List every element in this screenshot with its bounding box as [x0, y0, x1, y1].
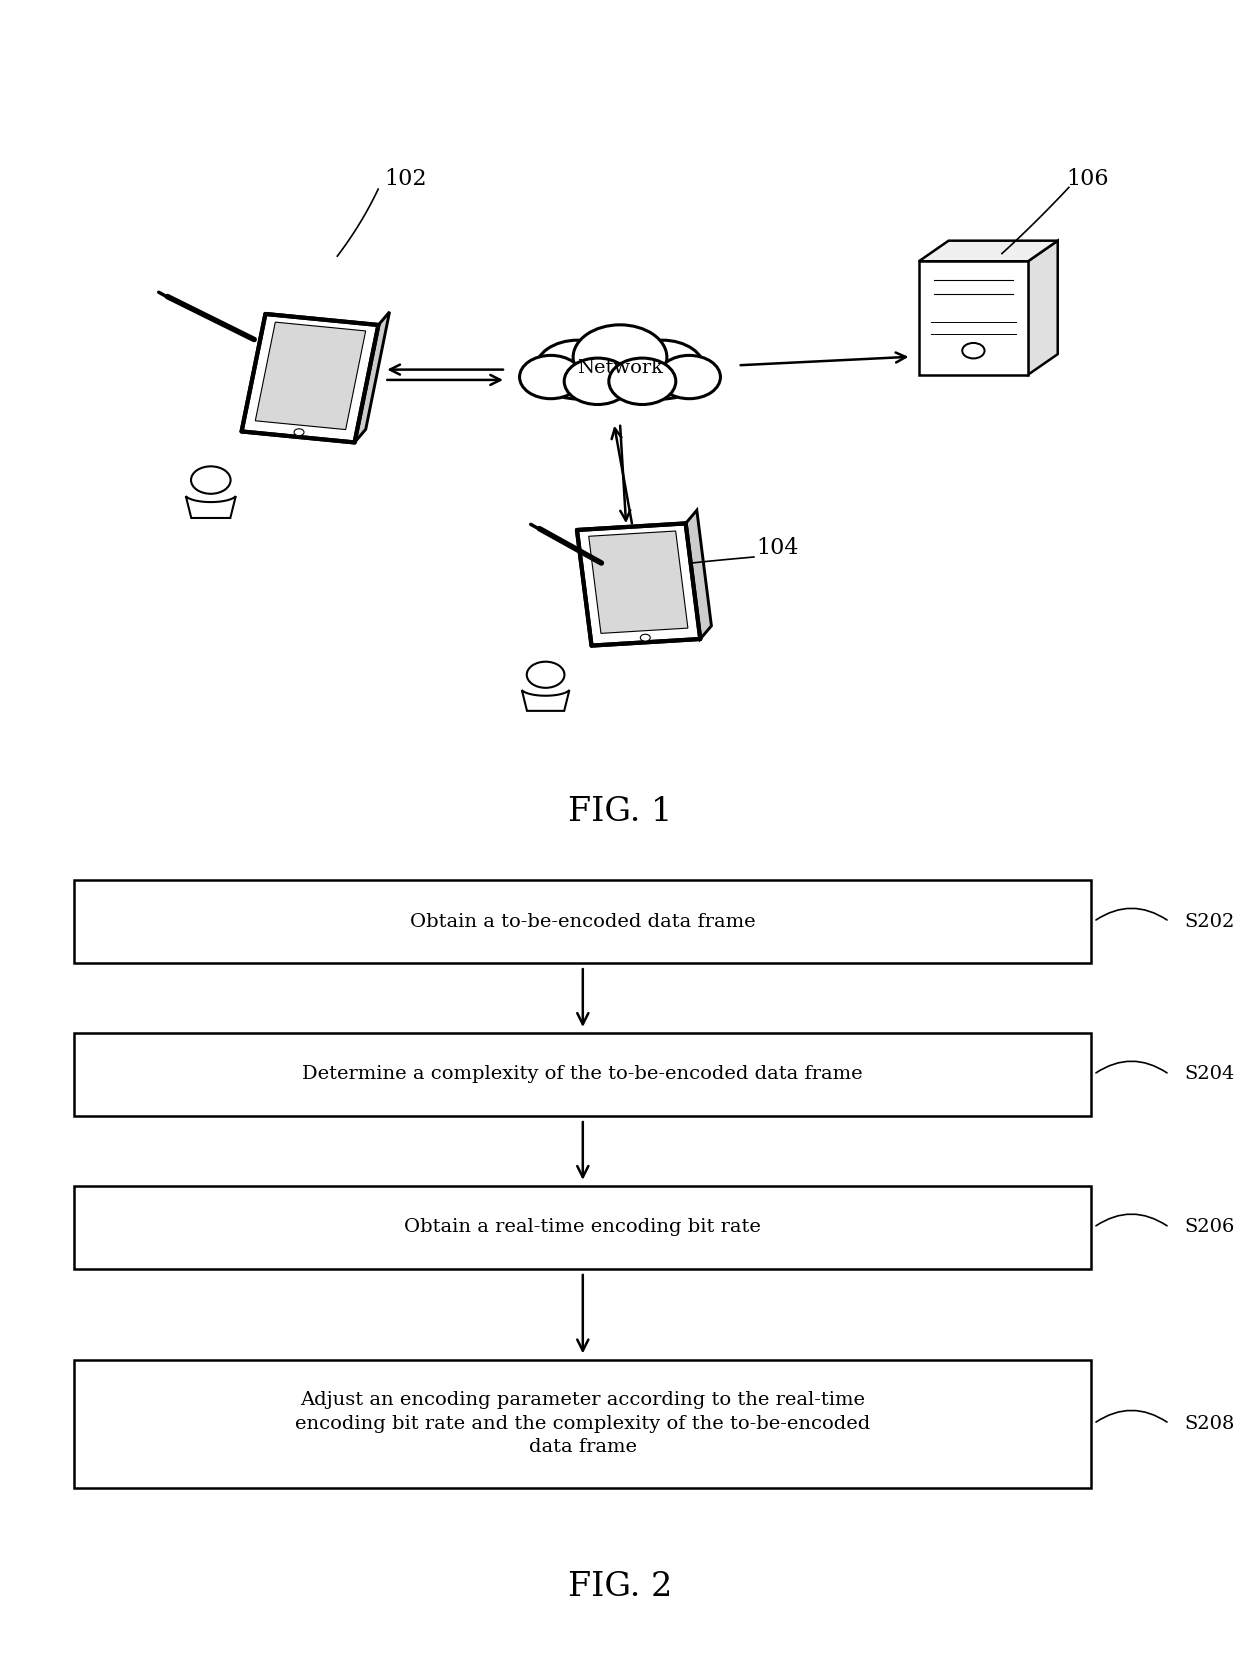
FancyBboxPatch shape — [74, 1033, 1091, 1116]
Circle shape — [640, 635, 650, 641]
Polygon shape — [522, 689, 569, 711]
Text: S206: S206 — [1184, 1218, 1235, 1236]
Text: FIG. 2: FIG. 2 — [568, 1570, 672, 1603]
Polygon shape — [355, 312, 389, 443]
Text: 104: 104 — [756, 537, 799, 559]
Polygon shape — [577, 524, 701, 646]
Text: Adjust an encoding parameter according to the real-time
encoding bit rate and th: Adjust an encoding parameter according t… — [295, 1392, 870, 1456]
Circle shape — [294, 428, 304, 436]
Text: Obtain a real-time encoding bit rate: Obtain a real-time encoding bit rate — [404, 1218, 761, 1236]
Circle shape — [962, 342, 985, 359]
Circle shape — [536, 341, 620, 398]
Text: FIG. 1: FIG. 1 — [568, 797, 672, 828]
Polygon shape — [186, 496, 236, 517]
Circle shape — [191, 466, 231, 494]
Polygon shape — [686, 511, 712, 640]
Polygon shape — [589, 531, 688, 633]
Polygon shape — [919, 241, 1058, 261]
Circle shape — [520, 355, 582, 398]
Text: S204: S204 — [1184, 1066, 1235, 1083]
Text: Determine a complexity of the to-be-encoded data frame: Determine a complexity of the to-be-enco… — [303, 1066, 863, 1083]
FancyBboxPatch shape — [74, 879, 1091, 962]
Text: S202: S202 — [1184, 912, 1235, 931]
Text: Network: Network — [577, 359, 663, 377]
Polygon shape — [242, 314, 378, 443]
Circle shape — [573, 326, 667, 390]
Circle shape — [609, 359, 676, 405]
Circle shape — [658, 355, 720, 398]
Circle shape — [527, 661, 564, 688]
Text: S208: S208 — [1184, 1415, 1235, 1433]
Text: 106: 106 — [1066, 169, 1109, 190]
FancyBboxPatch shape — [74, 1359, 1091, 1488]
Text: 102: 102 — [384, 169, 427, 190]
Polygon shape — [255, 322, 366, 430]
FancyBboxPatch shape — [74, 1185, 1091, 1270]
Polygon shape — [1028, 241, 1058, 375]
Circle shape — [620, 341, 704, 398]
FancyBboxPatch shape — [919, 261, 1028, 375]
Circle shape — [564, 359, 631, 405]
Text: Obtain a to-be-encoded data frame: Obtain a to-be-encoded data frame — [410, 912, 755, 931]
